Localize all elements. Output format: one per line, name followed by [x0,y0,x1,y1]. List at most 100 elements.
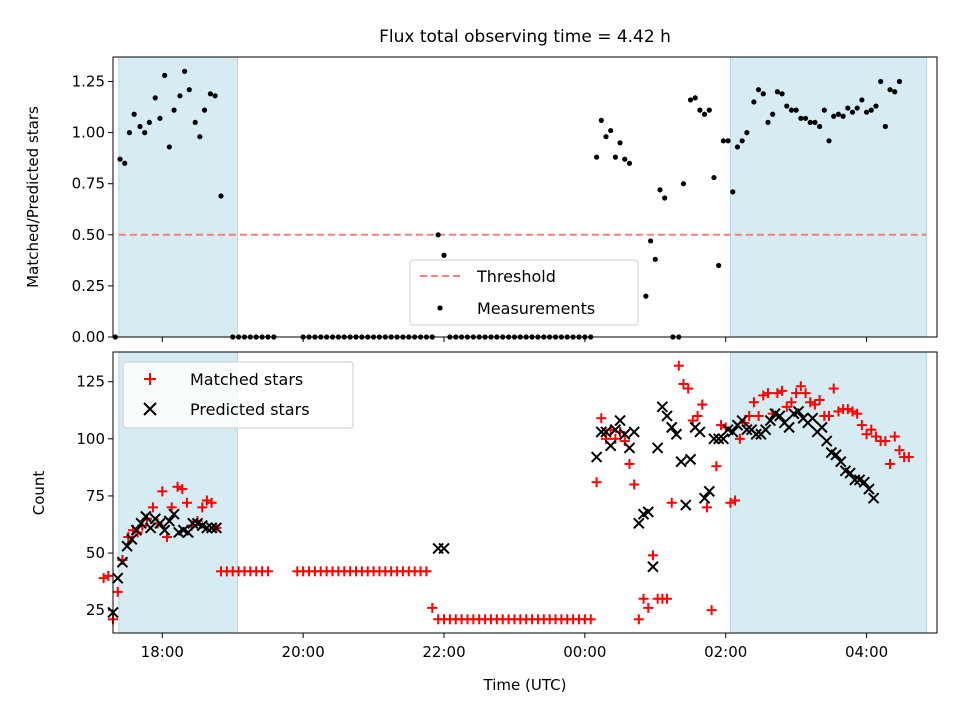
measurement-point [716,262,722,269]
matched-star-point [809,399,820,410]
predicted-star-point [651,442,664,454]
measurement-point [798,115,804,121]
matched-star-point [800,388,811,399]
predicted-star-point [210,522,223,534]
measurement-point [142,130,148,136]
measurement-point [725,138,731,144]
predicted-star-point [168,508,180,520]
predicted-stars-legend-label: Predicted stars [190,400,310,419]
measurement-point [146,119,152,126]
predicted-star-point [867,492,880,504]
x-tick-label: 22:00 [422,643,465,661]
matched-star-point [753,410,764,421]
measurement-point [643,293,649,299]
measurement-point [793,107,799,113]
predicted-star-point [666,421,678,434]
measurement-point [892,89,898,95]
top-x-ticks [161,337,868,342]
matched-star-point [643,602,654,613]
bottom-x-ticks: 18:00 20:00 22:00 00:00 02:00 04:00 [141,633,888,661]
y-tick-label: 125 [76,373,105,391]
matched-star-point [870,431,881,442]
measurement-point [692,95,698,101]
predicted-star-point [698,492,711,504]
matched-star-point [781,401,792,412]
measurement-point [701,111,708,117]
measurement-point [755,87,762,93]
predicted-star-point [130,524,143,536]
predicted-star-point [182,526,194,539]
matched-star-point [861,429,872,440]
x-tick-label: 00:00 [563,643,606,661]
measurement-point [896,78,903,85]
matched-star-point [262,566,273,577]
measurement-point [126,130,133,136]
matched-star-point [885,458,896,469]
matched-star-point [177,484,188,495]
matched-star-point [852,408,863,419]
top-legend-box [409,259,639,326]
matched-star-point [795,381,806,392]
y-tick-label: 0.50 [72,226,105,244]
predicted-star-point [820,435,833,447]
matched-star-point [673,360,684,371]
predicted-star-point [727,426,739,438]
matched-star-point [662,593,673,604]
y-tick-label: 0.75 [72,175,105,193]
predicted-star-point [163,515,176,527]
y-tick-label: 0.25 [72,277,105,295]
x-tick-label: 18:00 [141,643,184,661]
measurement-point [137,123,143,130]
measurement-point [617,140,623,146]
predicted-star-point [830,449,842,461]
measurement-point [802,115,809,121]
predicted-star-point [736,414,748,427]
measurement-point [182,68,188,74]
predicted-star-point [154,517,166,530]
measurement-point [612,154,618,160]
predicted-stars-legend-swatch [143,402,157,416]
measurement-point [720,138,726,144]
measurement-point [849,109,856,115]
x-tick-label: 04:00 [845,643,888,661]
y-tick-label: 0.00 [72,328,105,346]
predicted-star-point [849,474,861,486]
bottom-y-ticks: 25 50 75 100 125 [76,373,113,619]
predicted-star-point [604,439,617,452]
matched-star-point [647,550,658,561]
matched-star-point [112,586,123,597]
measurements-legend-swatch [437,305,443,311]
predicted-star-point [619,428,631,440]
matched-star-point [828,383,839,394]
matched-star-point [706,605,717,616]
predicted-star-point [187,517,199,530]
measurement-point [186,87,192,93]
measurement-point [854,105,860,111]
measurement-point [873,103,879,109]
top-shaded-intervals [118,56,927,338]
measurement-point [435,232,441,238]
measurement-point [212,93,218,99]
shaded-interval-1 [118,56,238,338]
measurement-point [784,103,790,109]
predicted-star-point [623,442,636,454]
matched-star-point [805,397,816,408]
shaded-interval-2 [729,351,927,634]
shaded-interval-2 [729,56,927,338]
predicted-star-point [633,517,645,530]
measurement-point [770,111,776,117]
measurement-point [760,91,766,97]
measurement-point [807,119,813,126]
predicted-star-point [783,421,795,434]
predicted-star-point [647,561,659,573]
matched-star-point [824,410,835,421]
measurement-point [594,154,600,160]
matched-stars-legend-label: Matched stars [190,370,303,389]
y-tick-label: 75 [86,487,105,505]
top-panel: 0.00 0.25 0.50 0.75 1.00 1.25 Matched/Predict… [24,56,938,346]
matched-star-point [181,497,192,508]
predicted-star-point [759,423,772,436]
predicted-star-point [670,428,683,440]
matched-star-point [842,404,853,415]
matched-star-point [772,388,783,399]
